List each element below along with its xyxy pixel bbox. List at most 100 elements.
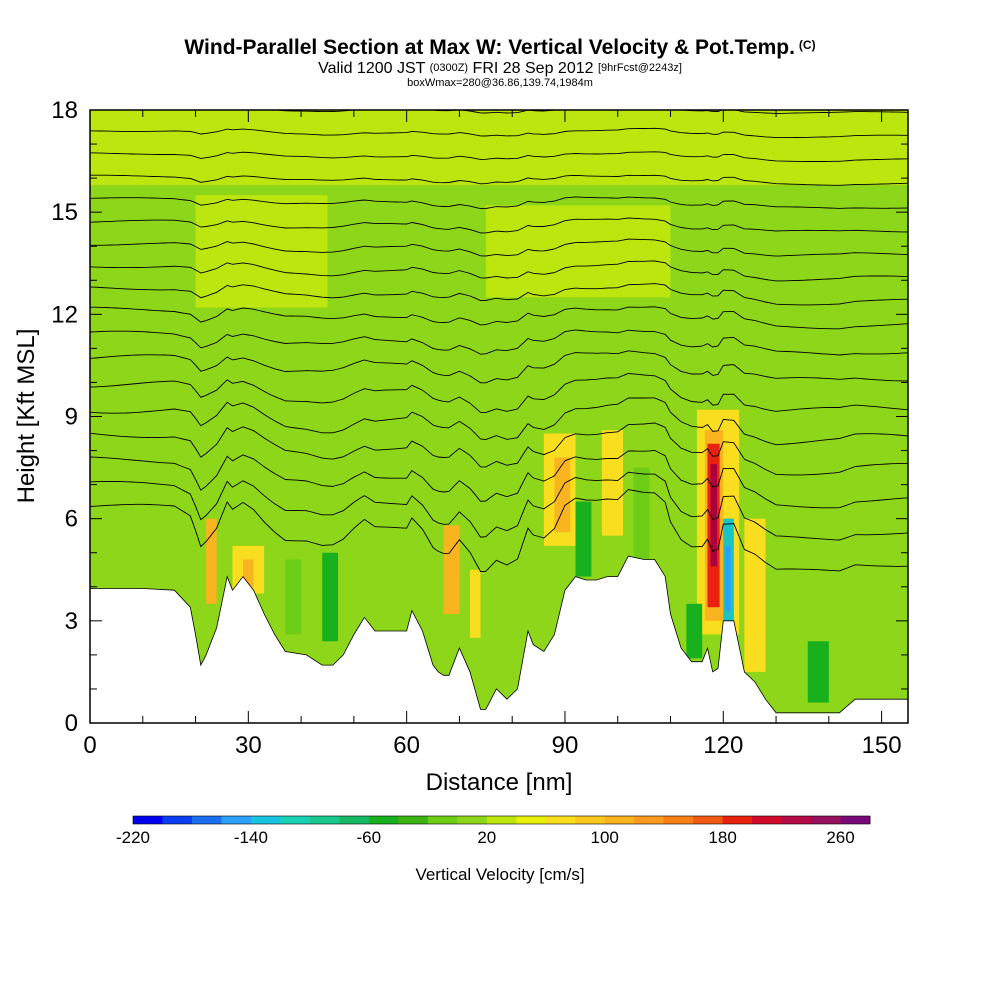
colorbar-tick-label: 100 bbox=[591, 828, 619, 847]
chart-title-note: (C) bbox=[798, 38, 816, 52]
isentrope-line bbox=[90, 329, 908, 356]
velocity-cell bbox=[710, 464, 717, 567]
colorbar-swatch bbox=[811, 816, 841, 824]
x-tick-label: 150 bbox=[862, 732, 902, 759]
isentrope-line bbox=[198, 110, 908, 114]
x-tick-label: 90 bbox=[552, 732, 579, 759]
colorbar-tick-label: -220 bbox=[116, 828, 150, 847]
isentrope-line bbox=[90, 260, 908, 282]
velocity-cell bbox=[243, 559, 254, 587]
isentrope-line bbox=[90, 471, 908, 541]
y-tick-label: 12 bbox=[51, 301, 78, 328]
colorbar-swatch bbox=[693, 816, 723, 824]
colorbar-swatch bbox=[545, 816, 576, 824]
box-info: boxWmax=280@36.86,139.74,1984m bbox=[407, 77, 593, 89]
colorbar-swatch bbox=[486, 816, 517, 824]
velocity-cell bbox=[90, 110, 908, 185]
chart-subtitle: Valid 1200 JST (0300Z) FRI 28 Sep 2012 [… bbox=[0, 60, 1000, 77]
velocity-cell bbox=[322, 552, 339, 642]
y-tick-label: 15 bbox=[51, 199, 78, 226]
colorbar-swatch bbox=[339, 816, 370, 824]
colorbar-swatch bbox=[634, 816, 665, 824]
colorbar-swatch bbox=[133, 816, 163, 824]
isentrope-line bbox=[90, 238, 908, 257]
isentrope-line bbox=[90, 449, 908, 509]
y-axis-label: Height [Kft MSL] bbox=[13, 329, 40, 504]
y-tick-label: 0 bbox=[65, 710, 78, 737]
colorbar-swatch bbox=[840, 816, 871, 824]
terrain-mask bbox=[90, 555, 908, 723]
isentrope-line bbox=[90, 397, 908, 446]
velocity-cell bbox=[633, 467, 650, 560]
isentrope-line bbox=[90, 350, 908, 384]
colorbar-swatch bbox=[309, 816, 340, 824]
velocity-cell bbox=[443, 525, 460, 615]
colorbar-swatch bbox=[398, 816, 429, 824]
isentrope-line bbox=[90, 373, 908, 414]
isentrope-line bbox=[90, 151, 908, 162]
colorbar-tick-label: -140 bbox=[234, 828, 268, 847]
chart-title-text: Wind-Parallel Section at Max W: Vertical… bbox=[184, 36, 795, 59]
colorbar-tick-label: 20 bbox=[477, 828, 496, 847]
isentrope-line bbox=[90, 127, 908, 139]
colorbar-tick-label: -60 bbox=[357, 828, 382, 847]
colorbar-frame bbox=[132, 815, 871, 825]
velocity-cell bbox=[206, 518, 217, 604]
valid-time: Valid 1200 JST bbox=[318, 60, 426, 77]
y-tick-label: 9 bbox=[65, 404, 78, 431]
colorbar-swatch bbox=[427, 816, 458, 824]
isentrope-line bbox=[90, 196, 908, 210]
colorbar-swatch bbox=[575, 816, 606, 824]
x-axis-label: Distance [nm] bbox=[426, 769, 573, 796]
forecast-note: [9hrFcst@2243z] bbox=[597, 62, 682, 74]
colorbar-swatch bbox=[663, 816, 694, 824]
isentrope-lines bbox=[90, 110, 908, 572]
velocity-cell bbox=[744, 518, 766, 672]
colorbar-label: Vertical Velocity [cm/s] bbox=[415, 865, 584, 884]
colorbar-swatch bbox=[722, 816, 753, 824]
colorbar-swatch bbox=[368, 816, 399, 824]
x-axis: 0 30 60 90 120 150 bbox=[83, 110, 902, 759]
colorbar: -220 -140 -60 20 100 180 260 bbox=[116, 815, 871, 847]
isentrope-line bbox=[90, 306, 908, 330]
colorbar-swatch bbox=[516, 816, 547, 824]
isentrope-line bbox=[90, 283, 908, 306]
colorbar-swatch bbox=[604, 816, 635, 824]
velocity-cell bbox=[807, 641, 829, 703]
velocity-cell bbox=[575, 501, 592, 577]
velocity-cell bbox=[485, 205, 671, 298]
velocity-cell bbox=[601, 430, 624, 536]
colorbar-swatch bbox=[162, 816, 193, 824]
velocity-cell bbox=[554, 457, 571, 533]
isentrope-line bbox=[90, 174, 908, 186]
colorbar-tick-label: 180 bbox=[708, 828, 736, 847]
x-tick-label: 0 bbox=[83, 732, 96, 759]
colorbar-tick-label: 260 bbox=[826, 828, 854, 847]
chart-title: Wind-Parallel Section at Max W: Vertical… bbox=[0, 36, 1000, 60]
y-tick-label: 3 bbox=[65, 608, 78, 635]
y-tick-label: 18 bbox=[51, 97, 78, 124]
plot-area bbox=[90, 110, 908, 723]
colorbar-swatch bbox=[457, 816, 488, 824]
y-tick-label: 6 bbox=[65, 506, 78, 533]
velocity-cell bbox=[725, 545, 731, 611]
x-tick-label: 60 bbox=[393, 732, 420, 759]
colorbar-swatch bbox=[781, 816, 812, 824]
valid-utc: (0300Z) bbox=[429, 62, 469, 74]
velocity-cells bbox=[90, 110, 908, 703]
colorbar-swatch bbox=[250, 816, 281, 824]
colorbar-swatch bbox=[280, 816, 311, 824]
isentrope-line bbox=[90, 422, 908, 476]
x-tick-label: 30 bbox=[235, 732, 262, 759]
y-axis: 0 3 6 9 12 15 18 bbox=[51, 97, 908, 737]
colorbar-swatch bbox=[191, 816, 222, 824]
colorbar-swatch bbox=[221, 816, 252, 824]
valid-date: FRI 28 Sep 2012 bbox=[472, 60, 594, 77]
velocity-cell bbox=[469, 569, 481, 638]
x-tick-label: 120 bbox=[703, 732, 743, 759]
velocity-cell bbox=[686, 603, 703, 659]
velocity-cell bbox=[285, 559, 302, 635]
isentrope-line bbox=[90, 489, 908, 572]
isentrope-line bbox=[90, 217, 908, 234]
